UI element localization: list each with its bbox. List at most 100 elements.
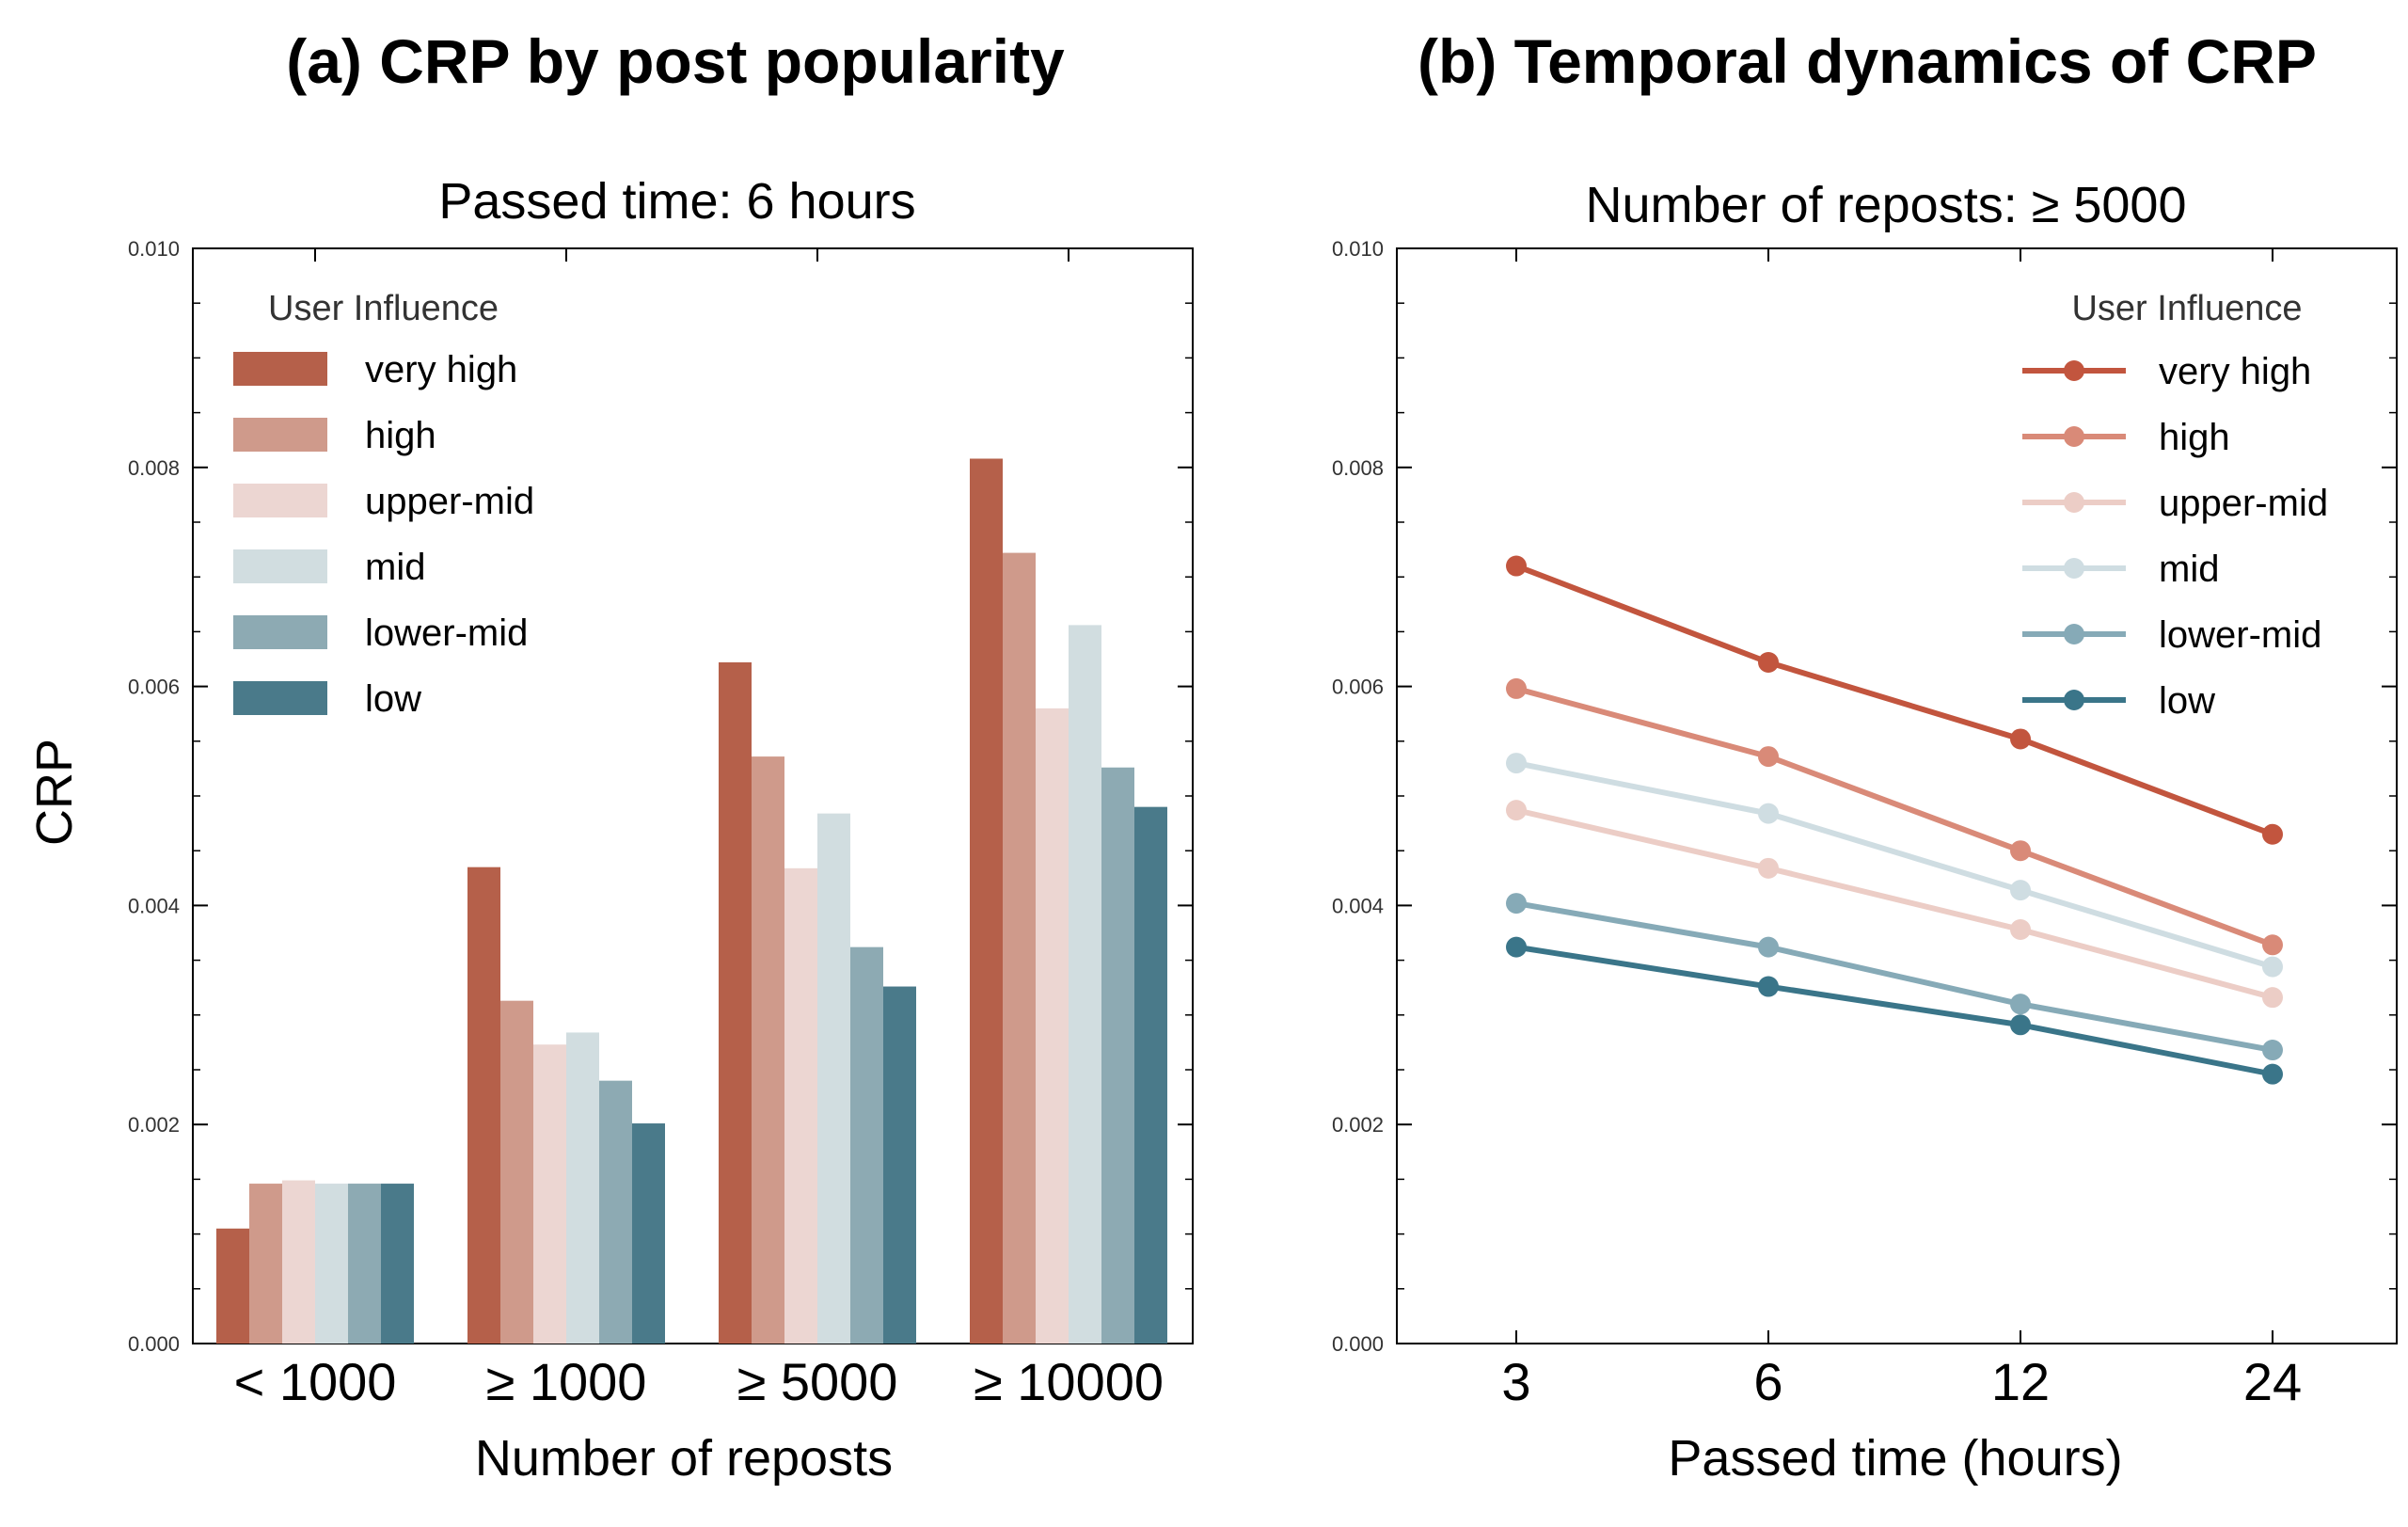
- line-mid: [1515, 760, 2273, 970]
- bar-low-10000: [1134, 806, 1167, 1344]
- panel-b-y-tick-label: 0.004: [1332, 894, 1384, 917]
- panel-b-title: (b) Temporal dynamics of CRP: [1418, 26, 2317, 96]
- panel-a-title: (a) CRP by post popularity: [286, 26, 1065, 96]
- point-low-12: [2010, 1014, 2031, 1036]
- point-lower-mid-3: [1506, 893, 1527, 915]
- panel-a-legend-swatch-high: [233, 418, 327, 452]
- bar-mid-10000: [1069, 625, 1101, 1344]
- panel-b-line-chart: 0.000 0.002 0.004 0.006 0.008 0.010 3 6 12 24 User…: [1332, 237, 2398, 1411]
- bar-upper-mid-5000: [784, 867, 817, 1344]
- line-lower-mid: [1515, 900, 2273, 1053]
- point-upper-mid-3: [1506, 800, 1527, 821]
- point-lower-mid-6: [1758, 936, 1779, 958]
- panel-a-x-tick-label: ≥ 5000: [737, 1352, 898, 1411]
- point-very-high-24: [2262, 823, 2283, 845]
- panel-b-x-tick-label: 6: [1753, 1352, 1782, 1411]
- point-low-3: [1506, 936, 1527, 958]
- panel-b-legend-marker-lower-mid: [2064, 624, 2084, 644]
- bar-low-1000: [381, 1184, 414, 1344]
- line-low: [1515, 944, 2273, 1077]
- bar-lower-mid-10000: [1101, 767, 1134, 1344]
- panel-b-legend-marker-very-high: [2064, 360, 2084, 381]
- point-mid-24: [2262, 956, 2283, 978]
- panel-a-legend-swatch-mid: [233, 549, 327, 583]
- panel-a-y-tick-label: 0.002: [128, 1113, 180, 1137]
- bar-high-1000: [500, 1000, 533, 1344]
- panel-a-legend-label-low: low: [365, 678, 421, 720]
- panel-b-y-tick-label: 0.010: [1332, 237, 1384, 261]
- panel-a-subtitle: Passed time: 6 hours: [438, 173, 915, 230]
- panel-b-legend-marker-mid: [2064, 558, 2084, 579]
- bar-lower-mid-1000: [348, 1184, 381, 1344]
- panel-b-x-tick-label: 3: [1501, 1352, 1530, 1411]
- panel-a-legend-label-mid: mid: [365, 547, 425, 588]
- point-very-high-12: [2010, 728, 2031, 750]
- line-upper-mid: [1515, 807, 2273, 1001]
- panel-a-x-tick-label: < 1000: [234, 1352, 397, 1411]
- line-very-high: [1514, 563, 2274, 837]
- point-low-24: [2262, 1063, 2283, 1085]
- panel-b-legend-label-high: high: [2159, 417, 2230, 458]
- point-upper-mid-24: [2262, 987, 2283, 1009]
- panel-a-y-tick-label: 0.008: [128, 456, 180, 480]
- panel-a-y-tick-label: 0.004: [128, 894, 180, 917]
- panel-b-x-axis-label: Passed time (hours): [1668, 1430, 2122, 1487]
- bar-lower-mid-5000: [850, 946, 883, 1344]
- point-lower-mid-12: [2010, 994, 2031, 1015]
- point-upper-mid-6: [1758, 857, 1779, 879]
- bar-mid-1000: [315, 1184, 348, 1344]
- panel-b-legend-label-upper-mid: upper-mid: [2159, 483, 2328, 524]
- bar-upper-mid-10000: [1036, 708, 1069, 1344]
- panel-a-legend-swatch-very-high: [233, 352, 327, 386]
- bar-low-5000: [883, 986, 916, 1344]
- bar-high-1000: [249, 1184, 282, 1344]
- panel-a-legend-label-very-high: very high: [365, 349, 517, 390]
- panel-b-legend-title: User Influence: [2071, 289, 2302, 328]
- point-lower-mid-24: [2262, 1040, 2283, 1061]
- panel-a-y-tick-label: 0.010: [128, 237, 180, 261]
- bar-very-high-5000: [719, 661, 752, 1344]
- point-mid-6: [1758, 803, 1779, 824]
- point-high-12: [2010, 840, 2031, 862]
- panel-b-plot-frame: [1396, 247, 2398, 1344]
- bar-upper-mid-1000: [533, 1044, 566, 1344]
- panel-b-legend-label-low: low: [2159, 680, 2215, 722]
- panel-a-legend-label-upper-mid: upper-mid: [365, 481, 534, 522]
- line-high: [1515, 686, 2274, 948]
- point-very-high-3: [1506, 555, 1527, 577]
- panel-b-y-tick-label: 0.002: [1332, 1113, 1384, 1137]
- bar-mid-5000: [817, 813, 850, 1344]
- panel-a-x-tick-label: ≥ 10000: [974, 1352, 1164, 1411]
- panel-a-legend-label-lower-mid: lower-mid: [365, 612, 528, 654]
- panel-a-legend-swatch-upper-mid: [233, 484, 327, 517]
- panel-b-legend-label-very-high: very high: [2159, 351, 2311, 392]
- point-mid-3: [1506, 753, 1527, 774]
- panel-b-y-tick-label: 0.008: [1332, 456, 1384, 480]
- bar-very-high-1000: [467, 867, 500, 1344]
- panel-a-legend-swatch-low: [233, 681, 327, 715]
- panel-a-x-axis-label: Number of reposts: [475, 1430, 893, 1487]
- point-high-24: [2262, 934, 2283, 956]
- panel-a-x-tick-label: ≥ 1000: [486, 1352, 647, 1411]
- panel-a-y-tick-label: 0.006: [128, 676, 180, 699]
- bar-low-1000: [632, 1123, 665, 1344]
- point-very-high-6: [1758, 651, 1779, 673]
- panel-b-x-tick-label: 24: [2243, 1352, 2302, 1411]
- point-high-3: [1506, 677, 1527, 699]
- point-low-6: [1758, 976, 1779, 997]
- bar-very-high-1000: [216, 1228, 249, 1344]
- bar-mid-1000: [566, 1032, 599, 1344]
- bar-high-5000: [752, 756, 784, 1344]
- panel-a-y-tick-label: 0.000: [128, 1332, 180, 1356]
- panel-b-x-tick-label: 12: [1991, 1352, 2050, 1411]
- bar-very-high-10000: [970, 458, 1003, 1344]
- bar-high-10000: [1003, 552, 1036, 1344]
- bar-lower-mid-1000: [599, 1080, 632, 1344]
- point-mid-12: [2010, 880, 2031, 901]
- panel-a-legend-label-high: high: [365, 415, 436, 456]
- panel-b-y-tick-label: 0.000: [1332, 1332, 1384, 1356]
- panel-b-legend-marker-upper-mid: [2064, 492, 2084, 513]
- bar-upper-mid-1000: [282, 1180, 315, 1344]
- panel-b-subtitle: Number of reposts: ≥ 5000: [1586, 177, 2187, 233]
